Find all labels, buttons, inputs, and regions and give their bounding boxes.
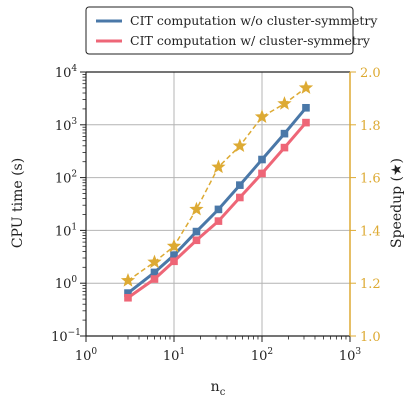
- series-1-point-0: [124, 293, 132, 302]
- axes-layer: 100 101 102 103 10−1 100 101 102 103 104 1.0 1.2 1.4…: [51, 64, 381, 364]
- series-2-point-5: [232, 138, 247, 152]
- series-0-point-3: [192, 227, 201, 236]
- legend-box: [85, 6, 354, 55]
- series-0-point-0: [124, 289, 132, 297]
- series-0-point-1: [150, 268, 159, 277]
- x-tick-label-0: 100: [75, 347, 98, 364]
- series-2-point-3: [189, 201, 204, 216]
- series-2-point-8: [298, 80, 314, 94]
- series-0-point-5: [236, 181, 244, 189]
- series-1-point-8: [302, 118, 310, 127]
- series-1-point-7: [280, 143, 289, 152]
- x-axis-title-subscript: c: [220, 387, 226, 398]
- series-0-point-2: [170, 251, 178, 259]
- series-0-point-6: [258, 155, 266, 164]
- series-1-point-1: [150, 275, 159, 283]
- series-2-point-7: [277, 96, 292, 110]
- x-tick-label-3: 103: [339, 347, 362, 364]
- x-tick-label-2: 102: [251, 347, 273, 364]
- series-1-point-2: [170, 257, 178, 266]
- y-axis-right-title: Speedup (★): [389, 158, 405, 248]
- y-right-tick-label-4: 1.8: [360, 119, 381, 134]
- series-2-point-0: [120, 273, 136, 287]
- series-1-point-3: [192, 236, 201, 245]
- y-left-tick-label-3: 102: [55, 170, 77, 187]
- series-0-point-8: [302, 103, 310, 112]
- series-2-point-2: [166, 238, 182, 253]
- y-right-tick-label-2: 1.4: [360, 224, 381, 239]
- y-left-tick-label-5: 104: [55, 64, 78, 81]
- y-left-tick-label-0: 10−1: [51, 328, 81, 345]
- x-tick-label-1: 101: [163, 347, 185, 364]
- y-right-tick-label-1: 1.2: [360, 277, 381, 292]
- legend-label-without-symmetry: CIT computation w/o cluster-symmetry: [130, 13, 378, 28]
- x-axis-title-base: n: [211, 379, 220, 395]
- y-right-tick-label-3: 1.6: [360, 172, 381, 187]
- series-line-2: [127, 87, 307, 282]
- series-1-point-5: [236, 193, 244, 202]
- series-2-point-4: [211, 159, 226, 174]
- series-0-point-4: [214, 205, 223, 214]
- series-1-point-4: [214, 217, 223, 225]
- y-left-tick-label-1: 100: [55, 275, 78, 292]
- series-2-point-1: [147, 254, 162, 269]
- series-2-point-6: [254, 109, 270, 123]
- y-left-tick-label-4: 103: [55, 117, 78, 134]
- series-0-point-7: [280, 129, 289, 138]
- legend: CIT computation w/o cluster-symmetry CIT…: [85, 6, 378, 55]
- y-right-tick-label-0: 1.0: [360, 330, 381, 345]
- legend-label-with-symmetry: CIT computation w/ cluster-symmetry: [130, 33, 371, 48]
- y-left-tick-label-2: 101: [55, 222, 77, 239]
- y-right-tick-label-5: 2.0: [360, 66, 381, 81]
- series-1-point-6: [258, 169, 266, 178]
- y-axis-left-title: CPU time (s): [10, 158, 26, 248]
- series-layer: [120, 80, 314, 302]
- x-axis-title: nc: [211, 379, 226, 398]
